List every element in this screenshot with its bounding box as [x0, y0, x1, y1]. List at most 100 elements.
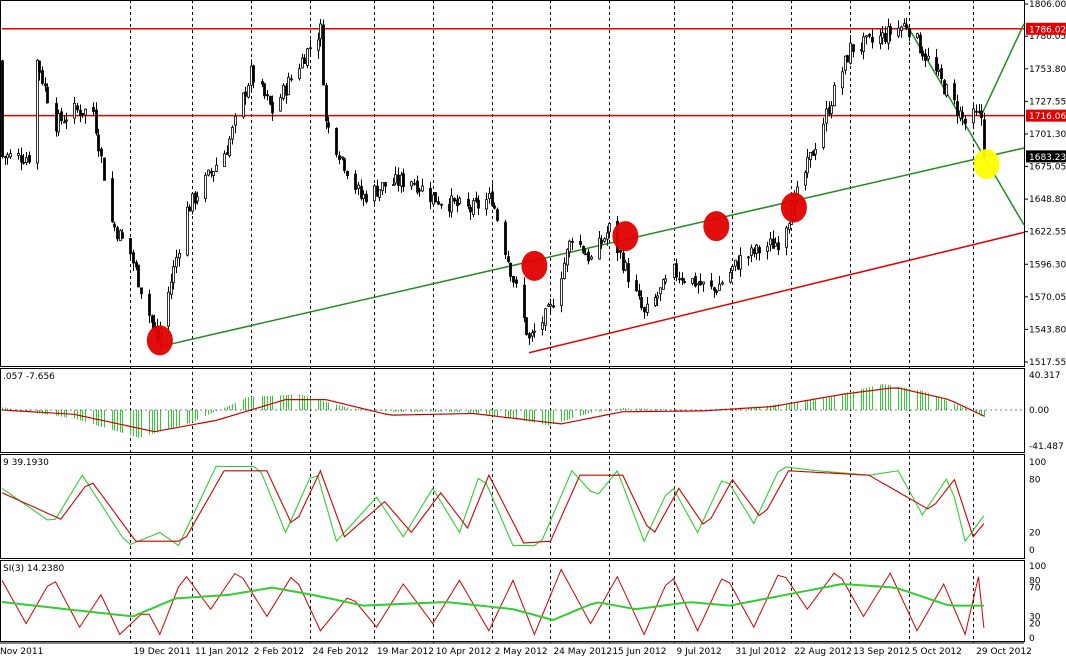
candle-body — [100, 148, 103, 157]
candle-body — [215, 164, 218, 172]
price-tick-label: 1727.55 — [1029, 97, 1066, 107]
candle-body — [338, 155, 341, 160]
candle-body — [884, 32, 887, 43]
candle-body — [919, 34, 922, 54]
time-tick-label: 9 Jul 2012 — [677, 647, 722, 656]
candle-body — [956, 101, 959, 116]
candle-body — [129, 238, 132, 255]
red-circle-marker — [612, 221, 639, 252]
candle-body — [357, 184, 360, 189]
candle-body — [852, 44, 855, 52]
macd-label: .057 -7.656 — [3, 372, 55, 382]
candle-body — [635, 280, 638, 292]
price-tick-label: 1753.80 — [1029, 65, 1066, 75]
candle-body — [97, 134, 100, 152]
candle-body — [608, 223, 611, 233]
candle-body — [418, 189, 421, 192]
candle-body — [28, 154, 31, 163]
time-tick-label: 24 May 2012 — [553, 647, 612, 656]
rsi-tick-label: 80 — [1029, 576, 1041, 586]
candle-body — [603, 238, 606, 242]
candle-body — [702, 281, 705, 285]
green-trendline — [159, 147, 1025, 348]
candle-body — [191, 193, 194, 212]
candle-body — [92, 106, 95, 112]
stochastic-d-line — [1, 469, 985, 544]
candle-body — [290, 78, 293, 81]
candle-body — [729, 272, 732, 283]
rsi-tick-label: 30 — [1029, 612, 1041, 622]
candle-body — [937, 69, 940, 72]
candle-body — [186, 206, 189, 256]
candle-body — [814, 149, 817, 155]
price-tag-box — [1026, 150, 1066, 163]
time-tick-label: 2 May 2012 — [495, 647, 548, 656]
price-tag-label: 1786.02 — [1029, 25, 1066, 35]
candle-body — [242, 92, 245, 118]
price-tag-box — [1026, 109, 1066, 122]
candle-body — [309, 47, 312, 50]
macd-tick-label: 40.317 — [1029, 371, 1061, 381]
candle-body — [231, 126, 234, 140]
candle-body — [469, 206, 472, 213]
candle-body — [721, 282, 724, 285]
candle-body — [261, 81, 264, 85]
candle-body — [590, 256, 593, 260]
candle-body — [137, 264, 140, 288]
candle-body — [961, 112, 964, 118]
candle-body — [378, 189, 381, 198]
rsi-tick-label: 100 — [1029, 562, 1046, 572]
candle-body — [825, 108, 828, 124]
price-tick-label: 1517.55 — [1029, 358, 1066, 368]
candle-body — [116, 227, 119, 240]
price-tick-label: 1780.05 — [1029, 32, 1066, 42]
candle-body — [132, 252, 135, 264]
candle-body — [541, 322, 544, 330]
candle-body — [381, 182, 384, 192]
candle-body — [252, 65, 255, 83]
time-tick-label: 10 Apr 2012 — [436, 647, 492, 656]
candle-body — [20, 155, 23, 163]
candles — [1, 17, 986, 349]
candle-body — [675, 263, 678, 278]
candle-body — [306, 48, 309, 66]
candle-body — [140, 287, 143, 295]
green-trendline — [980, 23, 1025, 117]
macd-signal-line — [1, 387, 985, 433]
candle-body — [755, 244, 758, 254]
candle-body — [624, 262, 627, 271]
red-circle-marker — [703, 211, 730, 242]
candle-body — [868, 34, 871, 37]
candle-body — [325, 85, 328, 122]
candle-body — [196, 196, 199, 202]
candle-body — [734, 259, 737, 267]
candle-body — [972, 108, 975, 124]
candle-body — [17, 152, 20, 156]
rsi-tick-label: 20 — [1029, 620, 1041, 630]
candle-body — [413, 183, 416, 185]
candle-body — [830, 105, 833, 114]
candle-body — [95, 109, 98, 134]
candle-body — [402, 173, 405, 187]
candle-body — [327, 122, 330, 128]
candle-body — [908, 28, 911, 38]
candle-body — [544, 308, 547, 326]
candle-body — [822, 123, 825, 148]
candle-body — [212, 171, 215, 176]
candle-body — [410, 181, 413, 187]
rsi-tick-label: 70 — [1029, 584, 1041, 594]
candle-body — [935, 57, 938, 71]
candle-body — [523, 284, 526, 319]
price-tag-label: 1716.06 — [1029, 112, 1066, 122]
candle-body — [587, 251, 590, 262]
candle-body — [622, 252, 625, 271]
price-tick-label: 1596.30 — [1029, 260, 1066, 270]
macd-histogram — [2, 383, 985, 438]
candle-body — [579, 240, 582, 245]
red-circle-marker — [146, 325, 173, 356]
candle-body — [341, 156, 344, 159]
candle-body — [504, 221, 507, 256]
rsi-slow-line — [1, 582, 984, 622]
candle-body — [46, 86, 49, 104]
candle-body — [458, 197, 461, 204]
